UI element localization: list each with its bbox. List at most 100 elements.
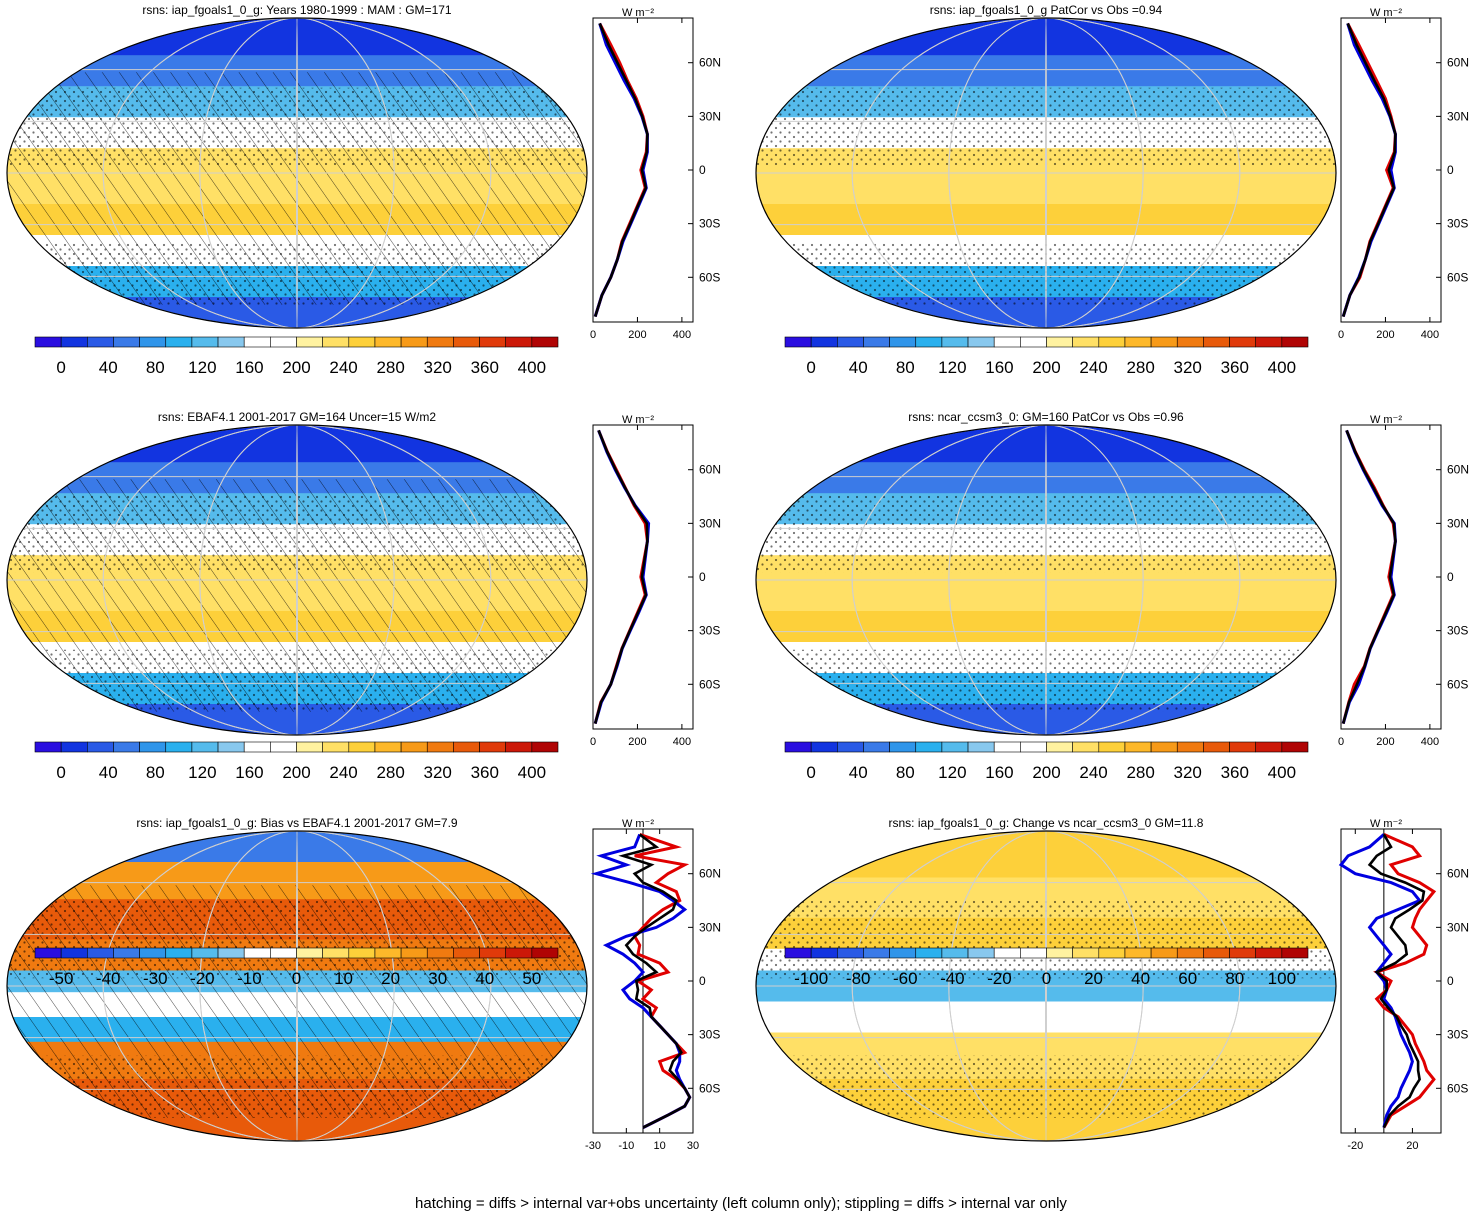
profile-lat-label: 60S [699, 270, 720, 284]
profile-line-red [593, 22, 649, 318]
panel-title: rsns: EBAF4.1 2001-2017 GM=164 Uncer=15 … [158, 410, 436, 424]
colorbar-swatch [531, 336, 559, 348]
colorbar-label: 400 [518, 358, 546, 377]
colorbar-swatch [784, 741, 812, 753]
zonal-profile: W m⁻² 0 200 400 60N 30N 0 30S 60S [590, 414, 721, 748]
colorbar-swatch [374, 741, 402, 753]
colorbar-swatch [1072, 947, 1100, 959]
profile-xtick-label: 10 [654, 1140, 666, 1152]
map-outline [755, 17, 1337, 329]
colorbar-swatch [191, 947, 219, 959]
profile-line-red [593, 429, 649, 724]
colorbar-label: 40 [1131, 969, 1150, 988]
colorbar-label: -20 [190, 969, 215, 988]
colorbar-swatch [400, 336, 428, 348]
colorbar-label: 40 [99, 763, 118, 782]
map-field [6, 17, 588, 329]
colorbar-label: 280 [376, 358, 404, 377]
map-field [6, 830, 588, 1142]
profile-unit: W m⁻² [1370, 818, 1402, 830]
colorbar-swatch [1072, 336, 1100, 348]
colorbar-swatch [348, 741, 376, 753]
colorbar-label: 0 [292, 969, 301, 988]
graticule-lon [851, 831, 1241, 1141]
profile-xtick-label: 20 [1406, 1140, 1418, 1152]
map-bands [756, 425, 1336, 735]
graticule-lon [296, 18, 298, 328]
profile-unit: W m⁻² [622, 414, 654, 426]
colorbar-swatch [479, 947, 506, 959]
colorbar-swatch [348, 336, 376, 348]
colorbar-swatch [1281, 336, 1309, 348]
profile-unit: W m⁻² [1370, 414, 1402, 426]
colorbar-label: -10 [237, 969, 262, 988]
colorbar-label: -80 [846, 969, 871, 988]
colorbar-swatch [426, 336, 454, 348]
profile-xtick-label: 200 [1376, 736, 1394, 748]
colorbar-label: 80 [146, 763, 165, 782]
colorbar-swatch [810, 947, 838, 959]
colorbar-swatch [505, 741, 533, 753]
colorbar-swatch [426, 741, 454, 753]
colorbar-label: 160 [235, 358, 263, 377]
profile-lat-label: 30S [1447, 217, 1468, 231]
profile-lat-label: 30S [699, 1028, 720, 1042]
colorbar-label: 30 [428, 969, 447, 988]
profile-lat-label: 0 [1447, 163, 1454, 177]
colorbar-label: 80 [896, 358, 915, 377]
colorbar-swatch [139, 741, 167, 753]
profile-lat-label: 30S [1447, 624, 1468, 638]
colorbar-swatch [139, 947, 167, 959]
map-outline [6, 424, 588, 736]
colorbar-label: -20 [987, 969, 1012, 988]
colorbar-label: 0 [56, 358, 65, 377]
panel-title: rsns: iap_fgoals1_0_g PatCor vs Obs =0.9… [930, 3, 1163, 17]
colorbar-label: 120 [938, 358, 966, 377]
map-field [755, 424, 1337, 736]
profile-lat-label: 60S [1447, 1081, 1468, 1095]
profile-lat-label: 60N [1447, 463, 1469, 477]
colorbar-swatch [863, 947, 890, 959]
colorbar-swatch [165, 336, 193, 348]
graticule-lon [1045, 425, 1047, 735]
panel-p6: rsns: iap_fgoals1_0_g: Change vs ncar_cc… [755, 816, 1469, 1152]
colorbar-swatch [889, 741, 917, 753]
colorbar-label: 20 [1084, 969, 1103, 988]
profile-lat-label: 30N [1447, 109, 1469, 123]
colorbar-label: 360 [1221, 358, 1249, 377]
colorbar-swatch [113, 741, 140, 753]
colorbar-label: 240 [329, 358, 357, 377]
colorbar-label: 400 [1268, 358, 1296, 377]
profile-xtick-label: 400 [1421, 736, 1439, 748]
colorbar-swatch [784, 947, 812, 959]
profile-xtick-label: 30 [687, 1140, 699, 1152]
map-outline [6, 17, 588, 329]
colorbar: 0 40 80 120 160 200 240 280 320 360 400 [34, 741, 559, 782]
colorbar-swatch [1203, 741, 1230, 753]
colorbar-label: 280 [1126, 763, 1154, 782]
colorbar-swatch [1020, 741, 1047, 753]
colorbar-swatch [1176, 336, 1204, 348]
colorbar-label: 120 [938, 763, 966, 782]
colorbar-swatch [139, 336, 167, 348]
panel-title: rsns: iap_fgoals1_0_g: Change vs ncar_cc… [889, 816, 1204, 830]
figure-footer: hatching = diffs > internal var+obs unce… [415, 1195, 1067, 1212]
colorbar-swatch [993, 741, 1021, 753]
panel-grid: rsns: iap_fgoals1_0_g: Years 1980-1999 :… [6, 3, 1469, 1152]
colorbar-label: 360 [471, 358, 499, 377]
colorbar-swatch [1281, 741, 1309, 753]
colorbar-swatch [941, 336, 969, 348]
colorbar-swatch [1176, 947, 1204, 959]
colorbar-swatch [400, 741, 428, 753]
profile-lat-label: 0 [699, 163, 706, 177]
colorbar-label: 200 [282, 358, 310, 377]
colorbar-swatch [1098, 741, 1126, 753]
colorbar-swatch [967, 336, 995, 348]
profile-lat-label: 0 [1447, 570, 1454, 584]
colorbar: -100 -80 -60 -40 -20 0 20 40 60 80 100 [784, 947, 1309, 988]
graticule-lon [102, 425, 492, 735]
colorbar-label: 20 [381, 969, 400, 988]
colorbar-label: 200 [1032, 763, 1060, 782]
colorbar-label: 320 [1174, 763, 1202, 782]
profile-lat-label: 30N [699, 109, 721, 123]
